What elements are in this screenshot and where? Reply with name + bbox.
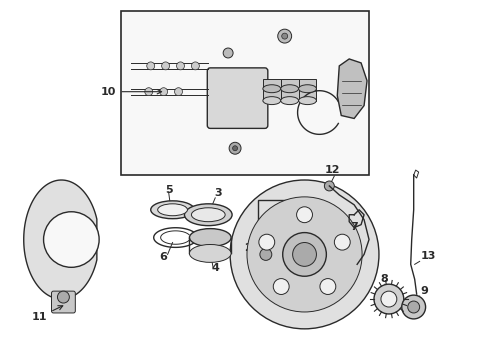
Circle shape	[160, 88, 168, 96]
Circle shape	[233, 146, 238, 151]
Circle shape	[147, 62, 155, 70]
Text: 12: 12	[324, 165, 340, 175]
FancyBboxPatch shape	[207, 68, 268, 129]
Ellipse shape	[190, 244, 231, 262]
Ellipse shape	[192, 208, 225, 222]
Ellipse shape	[298, 85, 317, 93]
Text: 7: 7	[350, 222, 358, 231]
Ellipse shape	[298, 96, 317, 105]
Circle shape	[145, 88, 153, 96]
Circle shape	[278, 29, 292, 43]
Circle shape	[223, 48, 233, 58]
Circle shape	[162, 62, 170, 70]
Circle shape	[374, 284, 404, 314]
Ellipse shape	[263, 96, 281, 105]
Text: 8: 8	[380, 274, 388, 284]
Ellipse shape	[263, 85, 281, 93]
Ellipse shape	[184, 204, 232, 226]
Circle shape	[324, 181, 334, 191]
Circle shape	[381, 291, 397, 307]
Circle shape	[57, 291, 70, 303]
Text: 11: 11	[32, 306, 63, 322]
Polygon shape	[24, 180, 97, 299]
Circle shape	[174, 88, 182, 96]
Circle shape	[176, 62, 184, 70]
Text: 10: 10	[101, 87, 162, 97]
Ellipse shape	[158, 204, 188, 216]
Text: 6: 6	[160, 252, 168, 262]
Ellipse shape	[190, 229, 231, 247]
Bar	[281, 79, 298, 100]
Circle shape	[260, 248, 272, 260]
Circle shape	[230, 180, 379, 329]
Bar	[258, 200, 295, 239]
Circle shape	[296, 207, 313, 223]
Text: 2: 2	[244, 243, 252, 253]
Ellipse shape	[281, 96, 298, 105]
Circle shape	[283, 233, 326, 276]
Bar	[263, 79, 281, 100]
Circle shape	[44, 212, 99, 267]
Text: 5: 5	[165, 185, 172, 195]
Circle shape	[320, 279, 336, 294]
Bar	[298, 79, 317, 100]
Circle shape	[282, 33, 288, 39]
Circle shape	[402, 295, 426, 319]
Text: 13: 13	[420, 251, 436, 261]
Circle shape	[293, 243, 317, 266]
Circle shape	[247, 197, 362, 312]
FancyBboxPatch shape	[51, 291, 75, 313]
Circle shape	[229, 142, 241, 154]
Circle shape	[408, 301, 419, 313]
Text: 9: 9	[420, 286, 429, 296]
Circle shape	[259, 234, 275, 250]
Circle shape	[334, 234, 350, 250]
Bar	[121, 11, 369, 175]
Circle shape	[192, 62, 199, 70]
Circle shape	[273, 279, 289, 294]
Text: 4: 4	[211, 263, 219, 273]
Ellipse shape	[281, 85, 298, 93]
Polygon shape	[337, 59, 367, 118]
Text: 3: 3	[215, 188, 222, 198]
Ellipse shape	[151, 201, 195, 219]
Text: 1: 1	[295, 212, 303, 222]
